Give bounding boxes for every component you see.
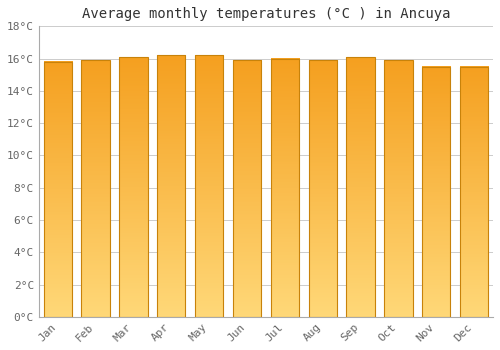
Bar	[422, 66, 450, 317]
Bar	[157, 55, 186, 317]
Bar	[44, 62, 72, 317]
Bar	[82, 60, 110, 317]
Title: Average monthly temperatures (°C ) in Ancuya: Average monthly temperatures (°C ) in An…	[82, 7, 450, 21]
Bar	[233, 60, 261, 317]
Bar	[308, 60, 337, 317]
Bar	[384, 60, 412, 317]
Bar	[270, 58, 299, 317]
Bar	[119, 57, 148, 317]
Bar	[346, 57, 375, 317]
Bar	[195, 55, 224, 317]
Bar	[460, 66, 488, 317]
